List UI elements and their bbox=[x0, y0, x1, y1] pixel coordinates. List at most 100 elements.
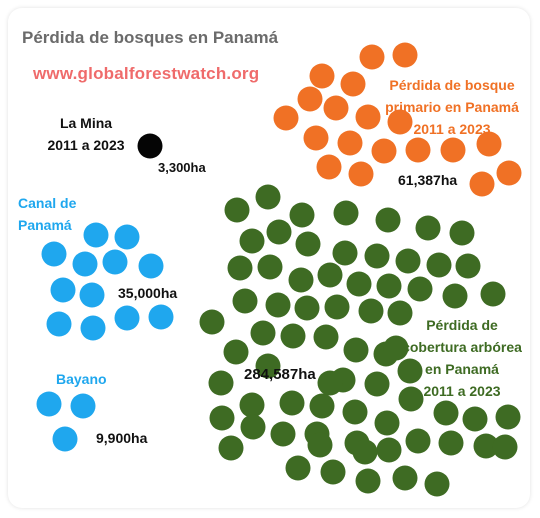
cover-dot bbox=[442, 283, 468, 309]
primary-dot bbox=[476, 131, 502, 157]
label-line: cobertura arbórea bbox=[402, 339, 522, 355]
cover-dot bbox=[405, 428, 431, 454]
cover-dot bbox=[397, 358, 423, 384]
cover-dot bbox=[358, 298, 384, 324]
canal-dot bbox=[138, 253, 164, 279]
cover-dot bbox=[224, 197, 250, 223]
cover-dot bbox=[209, 405, 235, 431]
cover-dot bbox=[383, 335, 409, 361]
primary-dot bbox=[392, 42, 418, 68]
cover-dot bbox=[317, 370, 343, 396]
cover-dot bbox=[374, 410, 400, 436]
label-line: en Panamá bbox=[425, 361, 499, 377]
primary-dot bbox=[359, 44, 385, 70]
cover-dot bbox=[289, 202, 315, 228]
label-la-mina: La Mina 2011 a 2023 bbox=[30, 112, 142, 156]
cover-dot bbox=[462, 406, 488, 432]
cover-dot bbox=[398, 386, 424, 412]
cover-dot bbox=[257, 254, 283, 280]
cover-dot bbox=[473, 433, 499, 459]
cover-dot bbox=[332, 240, 358, 266]
cover-dot bbox=[239, 228, 265, 254]
label-bayano: Bayano bbox=[56, 368, 107, 390]
label-line: Bayano bbox=[56, 371, 107, 387]
cover-dot bbox=[438, 430, 464, 456]
primary-dot bbox=[309, 63, 335, 89]
cover-dot bbox=[324, 294, 350, 320]
cover-dot bbox=[309, 393, 335, 419]
primary-dot bbox=[303, 125, 329, 151]
cover-dot bbox=[375, 207, 401, 233]
cover-dot bbox=[395, 248, 421, 274]
cover-dot bbox=[495, 404, 521, 430]
primary-dot bbox=[348, 161, 374, 187]
cover-dot bbox=[392, 465, 418, 491]
primary-dot bbox=[273, 105, 299, 131]
label-line: La Mina bbox=[59, 115, 113, 131]
cover-dot bbox=[333, 200, 359, 226]
canal-dot bbox=[102, 249, 128, 275]
primary-dot bbox=[405, 137, 431, 163]
mina-dot bbox=[137, 133, 163, 159]
cover-dot bbox=[455, 253, 481, 279]
cover-dot bbox=[415, 215, 441, 241]
primary-dot bbox=[371, 138, 397, 164]
bayano-dot bbox=[36, 391, 62, 417]
cover-dot bbox=[364, 243, 390, 269]
cover-dot bbox=[492, 434, 518, 460]
cover-dot bbox=[285, 455, 311, 481]
primary-dot bbox=[496, 160, 522, 186]
cover-dot bbox=[270, 421, 296, 447]
label-primary-forest: Pérdida de bosque primario en Panamá 201… bbox=[378, 74, 526, 140]
cover-dot bbox=[343, 337, 369, 363]
cover-dot bbox=[364, 371, 390, 397]
label-line: 2011 a 2023 bbox=[47, 137, 125, 153]
label-line: Canal de bbox=[18, 195, 77, 211]
cover-dot bbox=[313, 324, 339, 350]
label-tree-cover: Pérdida de cobertura arbórea en Panamá 2… bbox=[392, 314, 532, 402]
primary-dot bbox=[340, 71, 366, 97]
cover-dot bbox=[279, 390, 305, 416]
primary-dot bbox=[337, 130, 363, 156]
cover-dot bbox=[424, 471, 450, 497]
cover-dot bbox=[255, 184, 281, 210]
canal-dot bbox=[50, 277, 76, 303]
cover-dot bbox=[320, 459, 346, 485]
cover-dot bbox=[407, 276, 433, 302]
primary-dot bbox=[355, 104, 381, 130]
canal-dot bbox=[114, 305, 140, 331]
cover-dot bbox=[342, 399, 368, 425]
value-tree-cover: 284,587ha bbox=[244, 366, 316, 383]
canal-dot bbox=[46, 311, 72, 337]
cover-dot bbox=[218, 435, 244, 461]
primary-dot bbox=[323, 95, 349, 121]
value-canal: 35,000ha bbox=[118, 285, 178, 301]
label-line: Panamá bbox=[18, 217, 72, 233]
cover-dot bbox=[449, 220, 475, 246]
cover-dot bbox=[376, 437, 402, 463]
cover-dot bbox=[480, 281, 506, 307]
cover-dot bbox=[433, 400, 459, 426]
cover-dot bbox=[376, 273, 402, 299]
cover-dot bbox=[387, 300, 413, 326]
cover-dot bbox=[199, 309, 225, 335]
cover-dot bbox=[307, 432, 333, 458]
canal-dot bbox=[80, 315, 106, 341]
primary-dot bbox=[387, 109, 413, 135]
bayano-dot bbox=[70, 393, 96, 419]
source-url: www.globalforestwatch.org bbox=[33, 64, 260, 83]
primary-dot bbox=[316, 154, 342, 180]
label-line: 2011 a 2023 bbox=[423, 383, 501, 399]
primary-dot bbox=[440, 137, 466, 163]
cover-dot bbox=[250, 320, 276, 346]
cover-dot bbox=[227, 255, 253, 281]
value-la-mina: 3,300ha bbox=[158, 160, 206, 175]
canal-dot bbox=[114, 224, 140, 250]
bayano-dot bbox=[52, 426, 78, 452]
label-line: Pérdida de bosque bbox=[389, 77, 515, 93]
cover-dot bbox=[317, 262, 343, 288]
cover-dot bbox=[346, 271, 372, 297]
cover-dot bbox=[294, 295, 320, 321]
label-line: primario en Panamá bbox=[385, 99, 519, 115]
